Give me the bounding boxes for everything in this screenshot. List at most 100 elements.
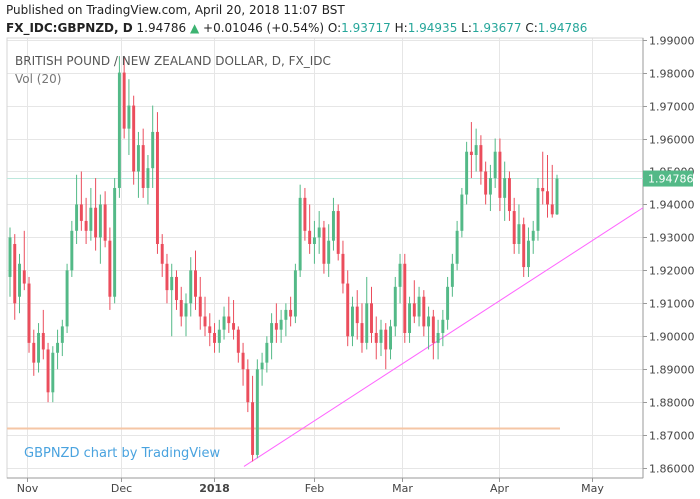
candle-down	[132, 95, 136, 185]
candle-up	[222, 306, 226, 340]
candle-down	[484, 161, 488, 205]
candle-body	[441, 319, 445, 333]
candle-body	[113, 187, 117, 297]
volume-indicator-label[interactable]: Vol (20)	[15, 72, 61, 86]
candle-down	[431, 309, 435, 360]
price-tick-label: 1.89000	[649, 364, 695, 377]
candle-up	[284, 303, 288, 337]
candle-up	[531, 220, 535, 254]
candle-body	[360, 323, 364, 343]
candle-body	[450, 263, 454, 287]
price-tick-label: 1.87000	[649, 430, 695, 443]
last-price-box	[643, 170, 693, 187]
candle-body	[75, 204, 79, 231]
candle-body	[512, 211, 516, 244]
candle-body	[422, 296, 426, 327]
candle-body	[70, 230, 74, 271]
candle-up	[113, 178, 117, 304]
candle-body	[522, 224, 526, 268]
candle-body	[236, 329, 240, 353]
close-value: 1.94786	[537, 21, 588, 35]
candle-up	[18, 253, 21, 314]
candle-body	[327, 240, 331, 264]
candle-body	[151, 131, 155, 169]
candle-body	[336, 211, 340, 254]
candle-down	[546, 155, 549, 218]
trendline	[243, 207, 644, 467]
candle-down	[108, 227, 112, 310]
candle-down	[103, 191, 107, 248]
up-triangle-icon: ▲	[189, 21, 200, 35]
candle-up	[136, 131, 140, 198]
candle-up	[146, 155, 150, 205]
candle-up	[536, 178, 540, 241]
candle-body	[546, 191, 549, 205]
candle-body	[284, 309, 288, 320]
candle-body	[260, 362, 264, 370]
candle-down	[241, 342, 245, 386]
candle-body	[465, 151, 469, 195]
candle-down	[550, 164, 554, 218]
price-tick-label: 1.99000	[649, 35, 695, 48]
candle-body	[213, 332, 217, 343]
candle-body	[232, 323, 236, 330]
candle-body	[194, 270, 197, 297]
candle-body	[427, 316, 431, 327]
candle-body	[155, 131, 159, 244]
candle-body	[13, 243, 17, 304]
candle-down	[422, 290, 426, 337]
candle-up	[98, 194, 102, 264]
candle-body	[27, 283, 31, 343]
published-text: Published on TradingView.com, April 20, …	[6, 3, 345, 17]
candle-down	[175, 270, 178, 310]
candle-body	[312, 237, 316, 244]
candle-up	[493, 138, 497, 188]
last-price: 1.94786	[136, 21, 187, 35]
high-label: H:	[394, 21, 408, 35]
candle-body	[65, 270, 69, 327]
candle-body	[398, 263, 402, 287]
candle-up	[279, 309, 283, 343]
price-tick-label: 1.98000	[649, 68, 695, 81]
candle-body	[531, 230, 535, 241]
candle-body	[41, 332, 45, 350]
candle-body	[446, 286, 450, 320]
candle-body	[251, 402, 255, 455]
candle-body	[170, 276, 174, 291]
candle-up	[389, 319, 392, 360]
candle-body	[536, 187, 540, 231]
candle-up	[450, 253, 454, 297]
chart-title: BRITISH POUND / NEW ZEALAND DOLLAR, D, F…	[15, 54, 331, 68]
candle-body	[89, 207, 93, 231]
candle-down	[522, 217, 526, 277]
candle-down	[232, 300, 236, 340]
candle-body	[541, 187, 545, 192]
last-price-label: 1.94786	[648, 173, 694, 186]
candle-down	[346, 270, 350, 347]
candle-up	[379, 319, 383, 357]
candle-up	[151, 105, 155, 188]
price-tick-label: 1.91000	[649, 298, 695, 311]
candle-down	[370, 286, 373, 343]
candle-down	[165, 253, 169, 304]
candle-up	[427, 306, 431, 350]
candle-body	[103, 204, 107, 241]
candle-body	[160, 243, 164, 264]
candle-up	[184, 293, 188, 337]
candle-body	[317, 227, 321, 238]
candle-body	[98, 204, 102, 238]
time-tick-label: Nov	[17, 482, 39, 495]
price-tick-label: 1.93000	[649, 232, 695, 245]
candle-down	[336, 204, 340, 261]
candle-up	[350, 296, 354, 347]
candle-up	[60, 319, 64, 357]
candle-body	[331, 211, 335, 241]
candle-body	[179, 300, 183, 317]
candle-body	[165, 263, 169, 291]
candle-body	[379, 329, 383, 343]
candle-down	[384, 323, 388, 370]
candle-body	[503, 178, 507, 198]
candle-up	[417, 286, 421, 327]
chart-grid	[7, 38, 643, 478]
